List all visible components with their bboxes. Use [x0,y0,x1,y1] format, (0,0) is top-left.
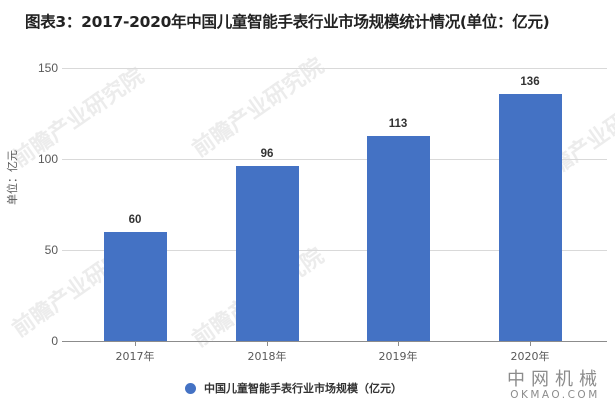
gridline-150 [62,68,607,69]
y-tick-0: 0 [51,334,58,348]
legend: 中国儿童智能手表行业市场规模（亿元） [185,380,402,396]
x-tick-2019: 2019年 [378,350,418,363]
data-label-2020: 136 [520,76,540,88]
logo: 中网机械 OKMAO.COM [507,365,603,401]
x-tickmark [398,341,399,346]
chart-title: 图表3：2017-2020年中国儿童智能手表行业市场规模统计情况(单位：亿元) [25,13,550,31]
legend-label: 中国儿童智能手表行业市场规模（亿元） [204,382,402,395]
data-label-2019: 113 [388,118,408,130]
gridline-50 [62,250,607,251]
y-tick-150: 150 [37,61,58,75]
data-label-2018: 96 [260,148,274,160]
bar-2018 [236,166,299,341]
y-tick-100: 100 [37,152,58,166]
x-axis-line [62,341,607,342]
bar-2020 [499,94,562,341]
x-tickmark [530,341,531,346]
y-axis-label: 单位：亿元 [6,150,19,205]
plot-area [62,68,607,342]
bar-2017 [104,232,167,341]
x-tick-2018: 2018年 [247,350,287,363]
logo-en-text: OKMAO.COM [510,389,600,401]
bar-2019 [367,136,430,341]
legend-marker-icon [185,382,196,394]
data-label-2017: 60 [128,214,142,226]
y-tick-50: 50 [44,243,58,257]
x-tick-2017: 2017年 [115,350,155,363]
x-tickmark [135,341,136,346]
gridline-100 [62,159,607,160]
x-tick-2020: 2020年 [510,350,550,363]
logo-cn-text: 中网机械 [507,369,603,390]
x-tickmark [267,341,268,346]
